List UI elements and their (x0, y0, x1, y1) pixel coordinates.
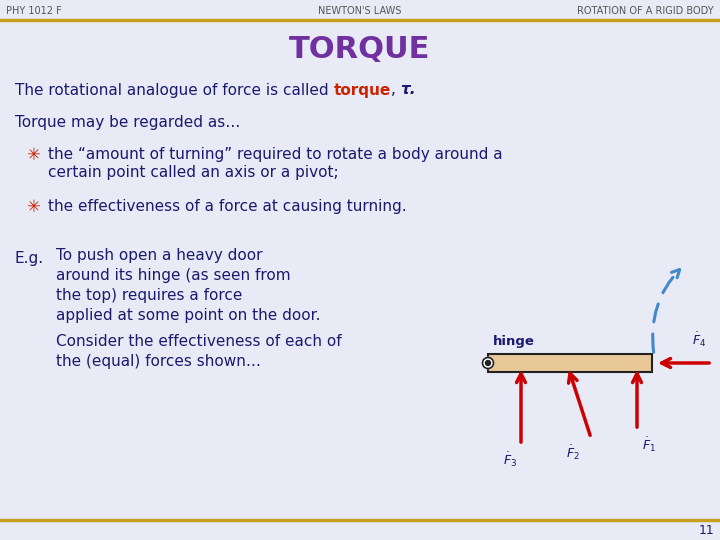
Text: applied at some point on the door.: applied at some point on the door. (56, 308, 320, 323)
Text: Consider the effectiveness of each of: Consider the effectiveness of each of (56, 334, 341, 349)
Text: around its hinge (as seen from: around its hinge (as seen from (56, 268, 291, 283)
Text: the (equal) forces shown…: the (equal) forces shown… (56, 354, 261, 369)
Text: ✳: ✳ (26, 146, 40, 164)
Text: E.g.: E.g. (15, 251, 44, 266)
Text: the effectiveness of a force at causing turning.: the effectiveness of a force at causing … (48, 199, 407, 214)
Circle shape (482, 357, 493, 368)
Text: $\dot{F}_1$: $\dot{F}_1$ (642, 435, 656, 454)
Text: $\dot{F}_4$: $\dot{F}_4$ (692, 330, 706, 349)
Text: NEWTON'S LAWS: NEWTON'S LAWS (318, 6, 402, 16)
Text: $\dot{F}_2$: $\dot{F}_2$ (566, 443, 580, 462)
Text: torque: torque (333, 83, 391, 98)
Text: PHY 1012 F: PHY 1012 F (6, 6, 62, 16)
Text: ROTATION OF A RIGID BODY: ROTATION OF A RIGID BODY (577, 6, 714, 16)
Text: TORQUE: TORQUE (289, 36, 431, 64)
Text: hinge: hinge (493, 334, 535, 348)
Bar (488, 354, 652, 372)
Text: the top) requires a force: the top) requires a force (56, 288, 243, 303)
Text: To push open a heavy door: To push open a heavy door (56, 248, 263, 263)
Text: ✳: ✳ (26, 198, 40, 216)
Text: τ.: τ. (400, 83, 416, 98)
Circle shape (485, 361, 490, 366)
Text: certain point called an axis or a pivot;: certain point called an axis or a pivot; (48, 165, 338, 180)
Text: the “amount of turning” required to rotate a body around a: the “amount of turning” required to rota… (48, 147, 503, 163)
Text: 11: 11 (698, 523, 714, 537)
Text: ,: , (391, 83, 400, 98)
Text: The rotational analogue of force is called: The rotational analogue of force is call… (15, 83, 333, 98)
Text: $\dot{F}_3$: $\dot{F}_3$ (503, 450, 517, 469)
Text: Torque may be regarded as…: Torque may be regarded as… (15, 114, 240, 130)
